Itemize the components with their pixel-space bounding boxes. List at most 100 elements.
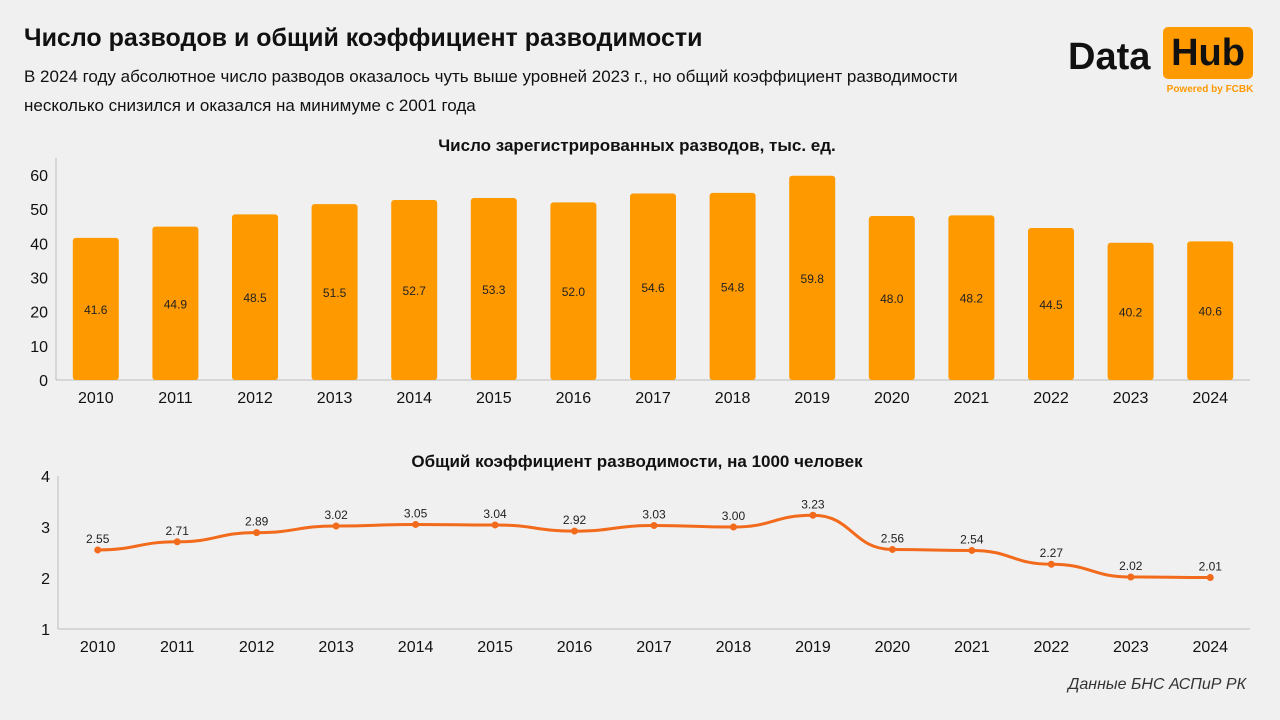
bar — [232, 214, 278, 380]
datahub-logo: Data Hub Powered by FCBK — [1064, 26, 1258, 98]
bar — [152, 226, 199, 380]
bar-value-label: 44.9 — [164, 297, 188, 311]
x-tick-label: 2011 — [160, 639, 195, 656]
y-tick-label: 4 — [41, 469, 50, 486]
y-tick-label: 40 — [30, 236, 48, 253]
bar — [709, 192, 756, 380]
bar-value-label: 41.6 — [84, 303, 108, 317]
line-chart-title: Общий коэффициент разводимости, на 1000 … — [411, 452, 863, 471]
x-tick-label: 2020 — [874, 390, 910, 407]
rate-value-label: 2.54 — [960, 532, 984, 546]
data-source-note: Данные БНС АСПиР РК — [1068, 676, 1246, 693]
rate-value-label: 3.02 — [324, 508, 348, 522]
x-tick-label: 2023 — [1113, 639, 1149, 656]
x-tick-label: 2018 — [715, 390, 751, 407]
bar — [1187, 241, 1234, 380]
logo-data-text: Data — [1068, 36, 1151, 78]
x-tick-label: 2022 — [1033, 390, 1069, 407]
logo-hub-badge: Hub — [1163, 27, 1253, 79]
bar-value-label: 52.0 — [562, 285, 586, 299]
rate-point — [888, 545, 896, 553]
bar-value-label: 53.3 — [482, 283, 506, 297]
x-tick-label: 2023 — [1113, 390, 1149, 407]
page-subtitle: В 2024 году абсолютное число разводов ок… — [24, 67, 958, 115]
bar-chart-axes: 0 10 20 30 40 50 60 2010 2011 2012 2013 2014 2015 201… — [30, 158, 1250, 407]
rate-point — [173, 538, 181, 546]
x-tick-label: 2012 — [237, 390, 273, 407]
page-title: Число разводов и общий коэффициент разво… — [24, 24, 703, 52]
bar — [868, 216, 915, 380]
logo-powered-by: Powered by FCBK — [1166, 84, 1254, 95]
x-tick-label: 2013 — [317, 390, 353, 407]
x-tick-label: 2014 — [398, 639, 434, 656]
bar-value-label: 40.2 — [1119, 305, 1143, 319]
line-chart-axes: 1 2 3 4 2010 2011 2012 2013 2014 2015 2016 2017 2018… — [41, 469, 1250, 656]
y-tick-label: 3 — [41, 520, 50, 537]
rate-value-label: 2.92 — [563, 513, 587, 527]
x-tick-label: 2017 — [636, 639, 672, 656]
bar-chart-bars: 41.6 44.9 48.5 51.5 52.7 53.3 52.0 54.6 54.8 59.8… — [72, 175, 1234, 380]
rate-point — [94, 546, 102, 554]
rate-point — [729, 523, 737, 531]
rate-value-label: 2.02 — [1119, 559, 1143, 573]
bar — [391, 200, 438, 380]
rate-value-label: 2.55 — [86, 532, 110, 546]
y-tick-label: 1 — [41, 622, 50, 639]
x-tick-label: 2024 — [1192, 390, 1228, 407]
bar-value-label: 48.5 — [243, 291, 267, 305]
x-tick-label: 2014 — [396, 390, 432, 407]
bar-value-label: 51.5 — [323, 286, 347, 300]
bar-value-label: 40.6 — [1199, 305, 1223, 319]
y-tick-label: 10 — [30, 339, 48, 356]
rate-point — [650, 521, 658, 529]
bar-chart-title: Число зарегистрированных разводов, тыс. … — [438, 136, 836, 155]
bar — [1107, 242, 1154, 380]
x-tick-label: 2015 — [476, 390, 512, 407]
x-tick-label: 2019 — [794, 390, 830, 407]
rate-value-label: 3.23 — [801, 497, 825, 511]
x-tick-label: 2019 — [795, 639, 831, 656]
bar-value-label: 48.0 — [880, 292, 904, 306]
y-tick-label: 2 — [41, 571, 50, 588]
rate-point — [968, 546, 976, 554]
rate-point — [571, 527, 579, 535]
bar — [1028, 228, 1074, 380]
rate-value-label: 2.71 — [166, 524, 190, 538]
x-tick-label: 2012 — [239, 639, 275, 656]
x-tick-label: 2016 — [556, 390, 592, 407]
bar — [789, 175, 836, 380]
y-tick-label: 60 — [30, 168, 48, 185]
divorce-rate-line-chart: Общий коэффициент разводимости, на 1000 … — [41, 452, 1250, 656]
bar-value-label: 54.8 — [721, 280, 745, 294]
rate-value-label: 3.00 — [722, 509, 746, 523]
bar — [470, 197, 517, 380]
rate-value-label: 3.03 — [642, 507, 666, 521]
x-tick-label: 2015 — [477, 639, 513, 656]
rate-value-label: 3.04 — [483, 507, 507, 521]
y-tick-label: 0 — [39, 373, 48, 390]
rate-value-label: 2.27 — [1040, 546, 1064, 560]
y-tick-label: 20 — [30, 305, 48, 322]
x-tick-label: 2010 — [78, 390, 114, 407]
y-tick-label: 30 — [30, 271, 48, 288]
bar — [550, 202, 597, 380]
x-tick-label: 2021 — [954, 390, 990, 407]
bar-value-label: 52.7 — [403, 284, 427, 298]
x-tick-label: 2022 — [1034, 639, 1070, 656]
x-tick-label: 2017 — [635, 390, 671, 407]
x-tick-label: 2024 — [1192, 639, 1228, 656]
rate-point — [1127, 573, 1135, 581]
rate-value-label: 2.89 — [245, 515, 269, 529]
rate-point — [1047, 560, 1055, 568]
bar-value-label: 44.5 — [1039, 298, 1063, 312]
rate-point — [412, 520, 420, 528]
rate-point — [1206, 573, 1214, 581]
bar-value-label: 59.8 — [801, 272, 825, 286]
bar-value-label: 48.2 — [960, 292, 984, 306]
rate-point — [253, 529, 261, 537]
x-tick-label: 2010 — [80, 639, 116, 656]
bar — [72, 237, 119, 380]
x-tick-label: 2011 — [158, 390, 193, 407]
rate-value-label: 3.05 — [404, 506, 428, 520]
bar — [948, 215, 995, 380]
